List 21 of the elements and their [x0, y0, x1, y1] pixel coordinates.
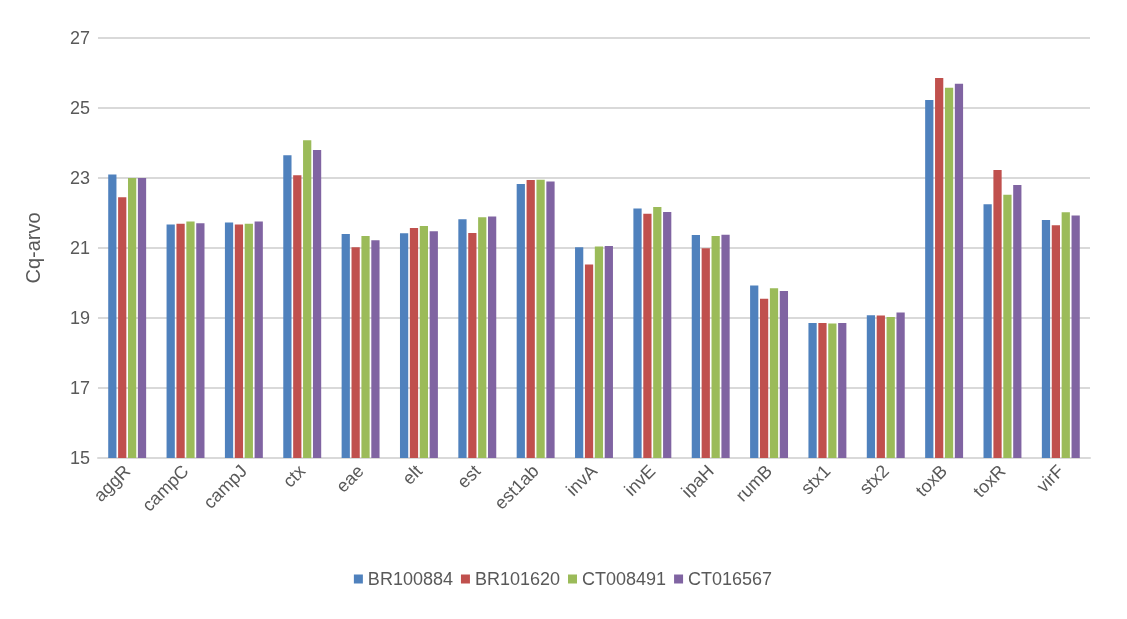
x-tick-label: invA — [562, 460, 602, 500]
x-tick-label: toxB — [911, 460, 952, 501]
x-tick-label: eae — [332, 460, 368, 497]
x-tick-label: est — [453, 460, 485, 493]
x-tick-label: virF — [1032, 460, 1068, 497]
y-tick-label: 25 — [69, 98, 90, 118]
y-tick-label: 27 — [69, 28, 90, 48]
legend-label: BR100884 — [367, 569, 453, 589]
y-tick-label: 19 — [69, 308, 90, 328]
y-tick-label: 17 — [69, 378, 90, 398]
y-tick-label: 15 — [69, 448, 90, 468]
legend-label: BR101620 — [474, 569, 561, 589]
legend-label: CT008491 — [582, 569, 667, 589]
y-axis-title: Cq-arvo — [22, 212, 44, 284]
x-tick-label: stx2 — [855, 460, 893, 499]
y-tick-label: 23 — [69, 168, 90, 188]
x-tick-label: stx1 — [797, 460, 835, 499]
legend-label: CT016567 — [688, 569, 773, 589]
x-tick-label: elt — [398, 460, 427, 489]
x-tick-label: ctx — [278, 460, 310, 492]
y-tick-label: 21 — [69, 238, 90, 258]
